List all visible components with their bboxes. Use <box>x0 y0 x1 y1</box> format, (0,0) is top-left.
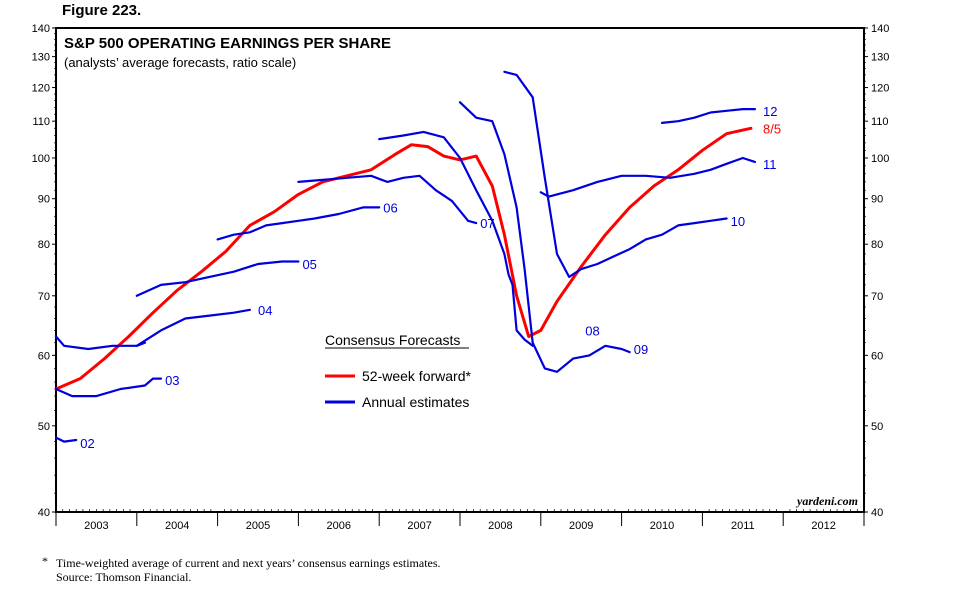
x-tick-label: 2004 <box>165 520 189 532</box>
series-end-label: 04 <box>258 303 272 318</box>
series-end-label: 06 <box>383 200 397 215</box>
y-tick-label-right: 90 <box>871 194 883 206</box>
chart-title: S&P 500 OPERATING EARNINGS PER SHARE <box>64 35 391 52</box>
y-tick-label-left: 130 <box>32 52 50 64</box>
x-tick-label: 2008 <box>488 520 512 532</box>
y-tick-label-left: 70 <box>38 291 50 303</box>
x-tick-label: 2010 <box>650 520 674 532</box>
y-tick-label-right: 50 <box>871 421 883 433</box>
y-axis-left: 40 50 60 70 80 90 100 110 120 130 140 <box>32 23 56 519</box>
plot-frame <box>55 27 865 513</box>
x-tick-label: 2009 <box>569 520 593 532</box>
series-line-annual-09 <box>458 101 631 373</box>
chart-subtitle: (analysts’ average forecasts, ratio scal… <box>64 55 296 70</box>
y-tick-label-right: 140 <box>871 23 889 35</box>
series-layer <box>54 70 756 443</box>
y-tick-label-right: 70 <box>871 291 883 303</box>
y-tick-label-left: 100 <box>32 153 50 165</box>
x-axis: 2003 2004 2005 2006 2007 2008 2009 2010 2011 2012 <box>55 509 865 532</box>
y-tick-label-left: 60 <box>38 350 50 362</box>
series-line-annual-07 <box>297 174 478 225</box>
y-tick-label-left: 110 <box>32 116 50 128</box>
series-line-annual-03 <box>54 335 146 351</box>
y-tick-label-right: 40 <box>871 507 883 519</box>
series-end-label: 05 <box>302 257 316 272</box>
series-end-label: 08 <box>585 323 599 338</box>
series-end-label: 10 <box>731 214 745 229</box>
y-tick-label-left: 50 <box>38 421 50 433</box>
x-tick-label: 2012 <box>811 520 835 532</box>
x-tick-label: 2007 <box>407 520 431 532</box>
y-tick-label-right: 100 <box>871 153 889 165</box>
series-line-annual-11 <box>539 156 756 198</box>
x-tick-label: 2005 <box>246 520 270 532</box>
series-line-annual-04 <box>135 308 251 347</box>
y-tick-label-left: 140 <box>32 23 50 35</box>
series-end-label: 03 <box>165 373 179 388</box>
series-end-label: 8/5 <box>763 121 781 136</box>
y-tick-label-left: 80 <box>38 239 50 251</box>
series-line-annual-10 <box>503 70 728 278</box>
watermark: yardeni.com <box>795 494 858 508</box>
y-tick-label-left: 90 <box>38 194 50 206</box>
legend: Consensus Forecasts 52-week forward* Ann… <box>325 332 471 410</box>
y-tick-label-left: 120 <box>32 83 50 95</box>
series-line-annual-05 <box>135 260 300 297</box>
x-tick-label: 2006 <box>327 520 351 532</box>
legend-label-annual: Annual estimates <box>362 394 469 410</box>
y-tick-label-right: 120 <box>871 83 889 95</box>
series-line-annual-03 <box>54 377 163 398</box>
series-line-annual-08 <box>378 130 534 347</box>
y-tick-label-right: 60 <box>871 350 883 362</box>
series-end-label: 12 <box>763 104 777 119</box>
y-tick-label-left: 40 <box>38 507 50 519</box>
annotation-layer: 02 03 04 05 06 07 08 09 10 11 12 8/5 <box>80 104 781 451</box>
series-end-label: 09 <box>634 342 648 357</box>
series-line-annual-02 <box>54 436 78 443</box>
legend-title: Consensus Forecasts <box>325 332 460 348</box>
footnote-marker: * <box>42 554 48 568</box>
x-tick-label: 2003 <box>84 520 108 532</box>
series-line-annual-12 <box>660 108 756 124</box>
x-tick-label: 2011 <box>731 520 755 532</box>
y-tick-label-right: 110 <box>871 116 889 128</box>
series-end-label: 07 <box>480 216 494 231</box>
figure-label: Figure 223. <box>62 2 142 19</box>
series-end-label: 02 <box>80 436 94 451</box>
y-tick-label-right: 80 <box>871 239 883 251</box>
series-end-label: 11 <box>763 157 777 172</box>
footnote-line-1: Time-weighted average of current and nex… <box>56 556 441 570</box>
footnote-line-2: Source: Thomson Financial. <box>56 570 192 584</box>
series-line-annual-06 <box>216 206 381 241</box>
y-tick-label-right: 130 <box>871 52 889 64</box>
legend-label-forward: 52-week forward* <box>362 368 471 384</box>
y-axis-right: 40 50 60 70 80 90 100 110 120 130 140 <box>864 23 889 519</box>
